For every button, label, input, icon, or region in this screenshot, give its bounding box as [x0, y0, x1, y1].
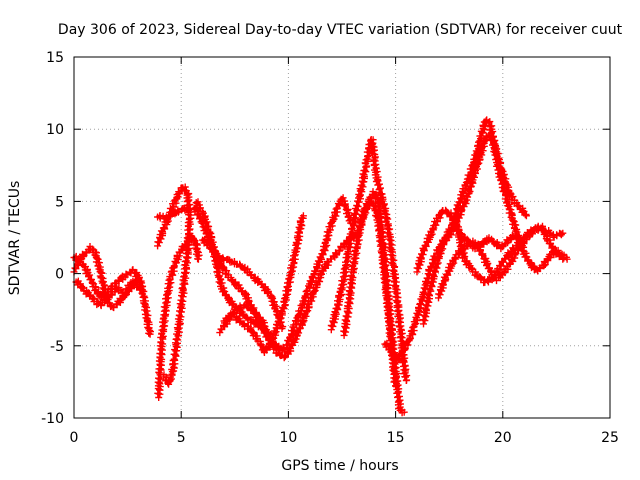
- y-tick-label: 0: [55, 267, 64, 283]
- series-track-f: [154, 183, 195, 388]
- series-track-n: [353, 197, 400, 390]
- y-axis-label: SDTVAR / TECUs: [7, 181, 23, 296]
- series-track-l: [327, 136, 411, 384]
- x-tick-label: 10: [279, 430, 297, 446]
- chart-title: Day 306 of 2023, Sidereal Day-to-day VTE…: [58, 22, 623, 38]
- axis-ticks: 0 5 10 15 20 25 -10 -5 0 5 10 15: [41, 50, 619, 446]
- y-tick-label: -5: [50, 339, 64, 355]
- y-tick-label: 15: [46, 50, 64, 66]
- x-tick-label: 15: [387, 430, 405, 446]
- series-markers: [413, 206, 524, 276]
- series-markers: [72, 277, 147, 310]
- x-tick-label: 20: [494, 430, 512, 446]
- series-markers: [327, 136, 411, 384]
- y-tick-label: 10: [46, 122, 64, 138]
- series-markers: [154, 183, 195, 388]
- y-tick-label: 5: [55, 194, 64, 210]
- series-track-k: [220, 212, 307, 356]
- x-tick-label: 0: [70, 430, 79, 446]
- series-markers: [220, 212, 307, 356]
- x-axis-label: GPS time / hours: [281, 458, 398, 474]
- series-markers: [154, 232, 203, 401]
- data-series: [70, 116, 571, 417]
- y-tick-label: -10: [41, 411, 64, 427]
- series-track-s: [413, 206, 524, 276]
- series-markers: [447, 116, 530, 235]
- plot-frame: [73, 56, 611, 419]
- x-tick-label: 5: [177, 430, 186, 446]
- series-track-c: [72, 277, 147, 310]
- series-track-e: [154, 232, 203, 401]
- series-track-r: [447, 116, 530, 235]
- series-markers: [353, 197, 400, 390]
- x-tick-label: 25: [601, 430, 619, 446]
